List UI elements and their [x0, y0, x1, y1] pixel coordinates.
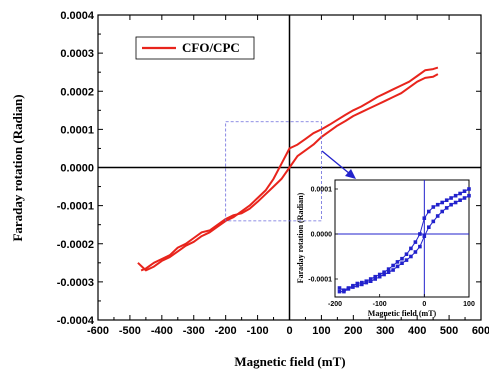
inset-plot-frame — [334, 179, 470, 298]
inset-data-point — [449, 202, 453, 207]
inset-y-axis-title: Faraday rotation (Radian) — [296, 192, 305, 283]
inset-data-point — [427, 209, 431, 214]
x-tick-label: 200 — [344, 325, 362, 337]
inset-data-point — [409, 254, 413, 259]
zoom-arrow — [321, 150, 356, 179]
inset-data-point — [431, 205, 436, 209]
x-tick-label: 300 — [376, 325, 394, 337]
x-tick-label: -300 — [183, 325, 205, 337]
inset-data-point — [462, 189, 467, 193]
inset-data-point — [462, 196, 467, 200]
inset-data-point — [435, 214, 440, 218]
inset-data-point — [337, 289, 342, 294]
inset-x-tick-label: 0 — [422, 301, 426, 308]
inset-data-point — [435, 202, 440, 207]
x-tick-label: -100 — [247, 325, 269, 337]
inset-data-point — [427, 225, 431, 229]
y-axis-title: Faraday rotation (Radian) — [10, 94, 25, 241]
y-tick-label: 0.0002 — [60, 86, 94, 98]
x-tick-label: -500 — [119, 325, 141, 337]
y-tick-label: -0.0004 — [57, 315, 95, 327]
inset-data-point — [395, 264, 400, 269]
inset-data-point — [368, 277, 373, 281]
inset-data-point — [360, 280, 364, 285]
y-tick-label: 0.0000 — [60, 163, 94, 175]
inset-data-point — [391, 268, 395, 272]
zoom-region-box — [225, 121, 322, 222]
inset-data-point — [386, 267, 391, 271]
inset-x-tick-label: 100 — [463, 301, 475, 308]
inset-data-point — [422, 216, 427, 220]
inset-data-point — [458, 191, 462, 196]
inset-data-point — [418, 232, 422, 236]
inset-data-point — [404, 258, 409, 262]
y-tick-label: 0.0003 — [60, 48, 94, 60]
inset-data-point — [346, 287, 351, 291]
inset-data-point — [351, 285, 355, 289]
inset-data-point — [360, 282, 364, 287]
inset-data-point — [418, 244, 422, 249]
inset-data-point — [409, 246, 413, 251]
inset-data-point — [368, 279, 373, 283]
inset-data-point — [382, 270, 386, 274]
series-line-cfo-cpc-upper — [137, 66, 439, 272]
series-line-cfo-cpc-lower — [140, 73, 439, 272]
inset-data-point — [453, 200, 458, 205]
inset-data-point — [467, 193, 471, 198]
inset-data-point — [377, 272, 382, 277]
inset-data-point — [355, 283, 360, 288]
x-tick-label: 400 — [408, 325, 426, 337]
inset-y-tick-label: 0.0000 — [311, 232, 333, 239]
x-tick-label: 600 — [472, 325, 489, 337]
inset-data-point — [444, 206, 449, 210]
inset-data-point — [431, 219, 436, 224]
inset-data-point — [458, 198, 462, 202]
x-tick-label: -200 — [215, 325, 237, 337]
inset-x-tick-label: -100 — [373, 301, 387, 308]
x-tick-label: -400 — [151, 325, 173, 337]
inset-y-tick-label: -0.0001 — [308, 277, 332, 284]
inset-data-point — [422, 234, 427, 238]
inset-data-point — [382, 272, 386, 277]
y-tick-label: -0.0002 — [57, 239, 94, 251]
inset-data-point — [449, 196, 453, 200]
legend-label-cfo-cpc: CFO/CPC — [182, 40, 240, 55]
x-tick-label: -600 — [87, 325, 109, 337]
x-tick-label: 0 — [286, 325, 292, 337]
inset-data-point — [373, 274, 377, 279]
legend-box — [135, 36, 255, 60]
inset-data-point — [400, 256, 404, 261]
y-tick-label: 0.0004 — [60, 10, 95, 22]
x-tick-label: 500 — [440, 325, 458, 337]
inset-x-tick-label: -200 — [328, 301, 342, 308]
inset-data-point — [377, 274, 382, 279]
inset-data-point — [440, 209, 444, 214]
inset-data-point — [467, 187, 471, 191]
inset-data-point — [342, 289, 346, 294]
legend: CFO/CPC — [135, 36, 255, 60]
inset-data-point — [395, 260, 400, 264]
inset-data-point — [453, 193, 458, 198]
inset-data-point — [391, 263, 395, 268]
x-axis-title: Magnetic field (mT) — [234, 354, 345, 369]
inset-data-point — [373, 277, 377, 281]
x-tick-label: 100 — [312, 325, 330, 337]
inset-x-axis-title: Magnetic field (mT) — [368, 309, 437, 318]
inset-data-point — [404, 252, 409, 256]
inset-data-point — [413, 240, 418, 244]
inset-data-point — [337, 286, 342, 290]
inset-data-point — [400, 261, 404, 265]
inset-data-point — [355, 281, 360, 286]
y-tick-label: -0.0003 — [57, 277, 94, 289]
inset-data-point — [444, 198, 449, 202]
inset-data-point — [386, 270, 391, 274]
y-tick-label: -0.0001 — [57, 201, 94, 213]
y-tick-label: 0.0001 — [60, 124, 94, 136]
inset-data-point — [364, 280, 369, 285]
inset-data-point — [440, 200, 444, 205]
inset-y-tick-label: 0.0001 — [311, 187, 333, 194]
inset-data-point — [413, 250, 418, 254]
